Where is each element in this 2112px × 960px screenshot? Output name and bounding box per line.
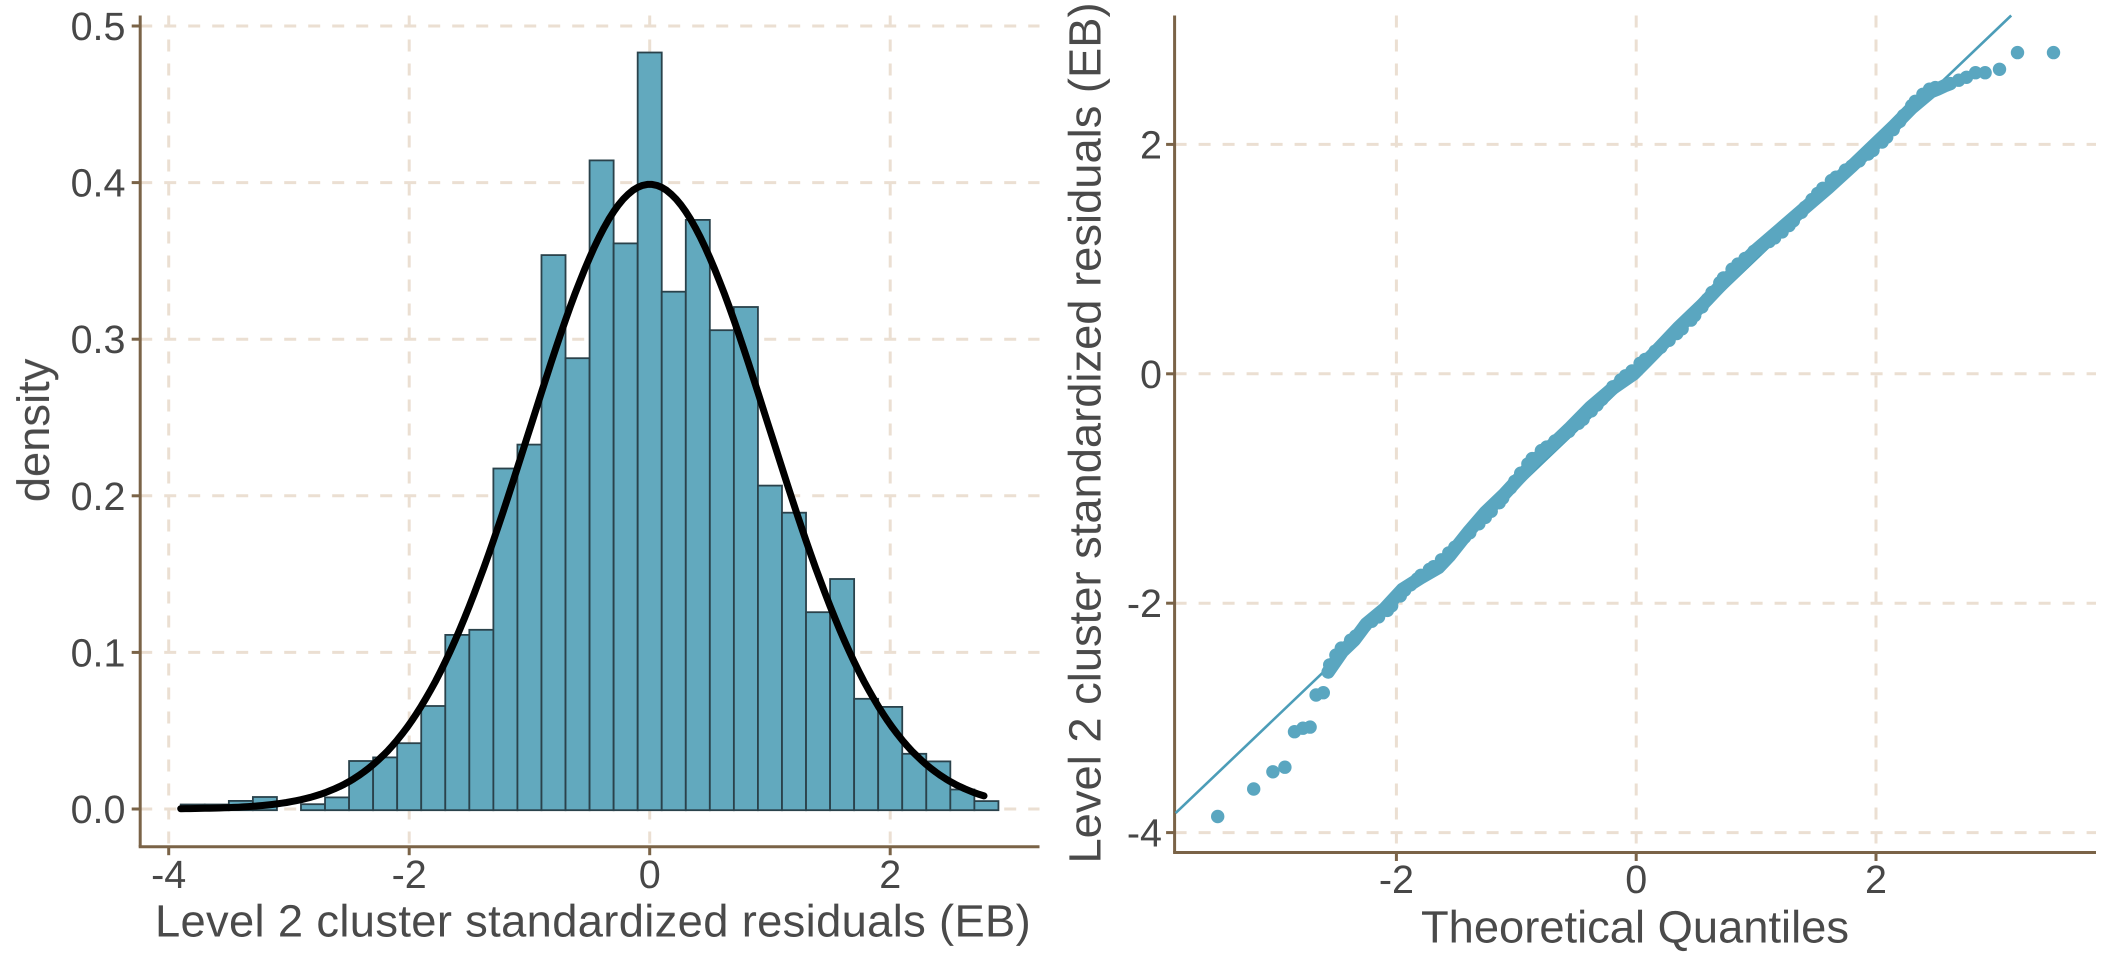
svg-text:0: 0	[639, 853, 661, 897]
svg-text:2: 2	[1865, 858, 1887, 902]
svg-text:Level 2 cluster standardized r: Level 2 cluster standardized residuals (…	[155, 896, 1031, 947]
svg-text:0: 0	[1625, 858, 1647, 902]
svg-text:0.2: 0.2	[71, 475, 126, 519]
svg-text:Level 2 cluster standardized r: Level 2 cluster standardized residuals (…	[1060, 2, 1111, 863]
svg-text:0.0: 0.0	[71, 788, 126, 832]
svg-text:-2: -2	[392, 853, 427, 897]
svg-text:-2: -2	[1127, 582, 1162, 626]
svg-text:2: 2	[879, 853, 901, 897]
svg-text:0.5: 0.5	[71, 5, 126, 49]
svg-text:0: 0	[1140, 353, 1162, 397]
svg-text:2: 2	[1140, 123, 1162, 167]
svg-text:-4: -4	[151, 853, 186, 897]
svg-text:Theoretical Quantiles: Theoretical Quantiles	[1421, 901, 1849, 952]
svg-text:0.3: 0.3	[71, 318, 126, 362]
svg-text:-4: -4	[1127, 812, 1162, 856]
svg-text:density: density	[8, 358, 59, 502]
svg-text:0.4: 0.4	[71, 162, 126, 206]
svg-text:-2: -2	[1379, 858, 1414, 902]
svg-text:0.1: 0.1	[71, 631, 126, 675]
